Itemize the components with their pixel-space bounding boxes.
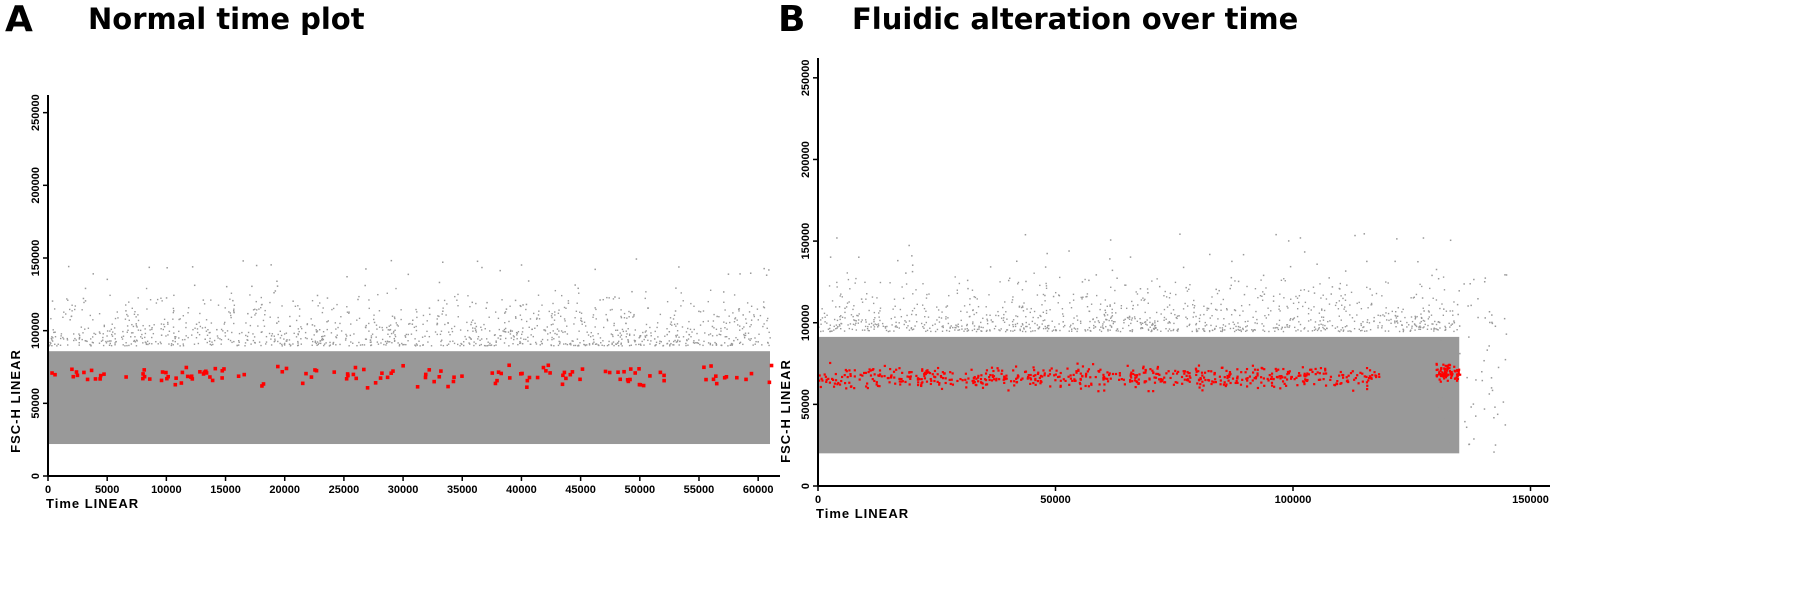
chart-b-density-band — [818, 336, 1460, 454]
y-tick-label: 0 — [30, 473, 42, 479]
chart-a-y-ticks: 0 50000 100000 150000 200000 250000 — [30, 94, 48, 479]
panel-b-title: Fluidic alteration over time — [852, 2, 1299, 36]
y-tick-label: 250000 — [800, 59, 812, 96]
chart-a-x-label: Time LINEAR — [46, 496, 139, 511]
y-tick-label: 150000 — [30, 240, 42, 277]
y-tick-label: 100000 — [30, 312, 42, 349]
x-tick-label: 10000 — [151, 484, 182, 496]
chart-b-y-ticks: 0 50000 100000 150000 200000 250000 — [800, 59, 818, 489]
x-tick-label: 15000 — [210, 484, 241, 496]
x-tick-label: 40000 — [506, 484, 537, 496]
y-tick-label: 0 — [800, 483, 812, 489]
chart-a-density-band — [48, 351, 770, 445]
chart-b-series-2 — [818, 361, 1381, 393]
y-tick-label: 200000 — [800, 141, 812, 178]
x-tick-label: 25000 — [329, 484, 360, 496]
chart-a-series-1 — [50, 363, 774, 390]
chart-b-x-label: Time LINEAR — [816, 506, 909, 521]
panel-a-letter: A — [5, 0, 33, 40]
chart-b-series-0 — [818, 233, 1460, 454]
y-tick-label: 200000 — [30, 167, 42, 204]
y-tick-label: 50000 — [800, 389, 812, 420]
y-tick-label: 50000 — [30, 388, 42, 419]
x-tick-label: 55000 — [684, 484, 715, 496]
panel-b-letter: B — [778, 0, 806, 40]
chart-a-point-cloud — [48, 258, 774, 445]
chart-b-series-3 — [1435, 362, 1462, 383]
y-tick-label: 100000 — [800, 304, 812, 341]
x-tick-label: 45000 — [565, 484, 596, 496]
x-tick-label: 0 — [45, 484, 51, 496]
x-tick-label: 0 — [815, 494, 821, 506]
y-tick-label: 250000 — [30, 94, 42, 131]
x-tick-label: 35000 — [447, 484, 478, 496]
x-tick-label: 100000 — [1275, 494, 1312, 506]
chart-a-x-ticks: 0 5000 10000 15000 20000 25000 30000 35000 40000… — [45, 476, 774, 496]
panel-a-title: Normal time plot — [88, 2, 365, 36]
x-tick-label: 60000 — [743, 484, 774, 496]
chart-b-point-cloud — [818, 233, 1508, 454]
chart-b-series-1 — [1436, 274, 1508, 453]
chart-a-series-0 — [48, 258, 771, 445]
x-tick-label: 150000 — [1512, 494, 1549, 506]
x-tick-label: 5000 — [95, 484, 119, 496]
x-tick-label: 30000 — [388, 484, 419, 496]
chart-a: 0 5000 10000 15000 20000 25000 30000 35000 40000… — [8, 94, 780, 511]
chart-b: 0 50000 100000 150000 0 50000 100000 150000 200… — [778, 58, 1550, 521]
x-tick-label: 50000 — [1040, 494, 1071, 506]
chart-b-x-ticks: 0 50000 100000 150000 — [815, 486, 1549, 506]
x-tick-label: 20000 — [269, 484, 300, 496]
chart-a-y-label: FSC-H LINEAR — [8, 349, 23, 453]
x-tick-label: 50000 — [625, 484, 656, 496]
y-tick-label: 150000 — [800, 223, 812, 260]
chart-b-y-label: FSC-H LINEAR — [778, 359, 793, 463]
